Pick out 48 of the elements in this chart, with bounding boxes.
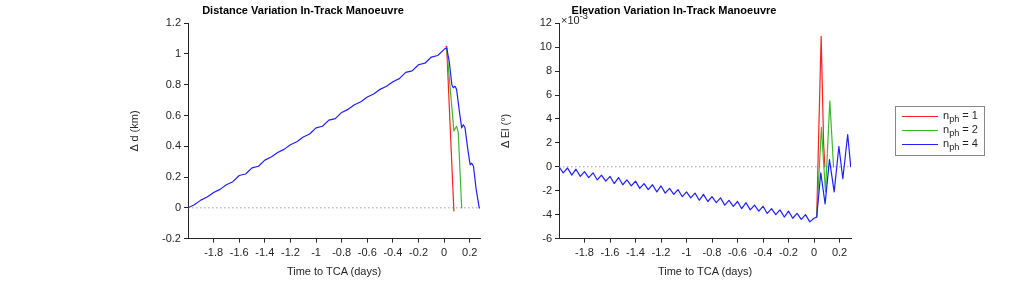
- y-tick-label: 12: [539, 16, 552, 29]
- x-tick-label: -1.2: [280, 246, 300, 259]
- legend-label: n$_{ph}$ = 1: [943, 109, 978, 125]
- x-tick-label: 0.2: [831, 246, 848, 259]
- x-tick-label: -1: [681, 246, 692, 259]
- x-tick-label: -0.4: [753, 246, 773, 259]
- x-tick-label: -0.6: [728, 246, 747, 259]
- y-tick-label: -6: [542, 231, 552, 244]
- x-tick-label: -1.6: [600, 246, 620, 259]
- y-tick-label: 0: [545, 159, 552, 172]
- y-tick-label: 0.8: [165, 77, 181, 90]
- y-tick-label: 10: [539, 40, 552, 53]
- y-axis-title: Δ d (km): [127, 110, 140, 152]
- x-tick-label: -1.4: [255, 246, 275, 259]
- y-tick-label: 2: [545, 135, 552, 148]
- x-tick-label: 0.2: [462, 246, 478, 259]
- y-tick-label: 0.2: [165, 170, 181, 183]
- y-tick-label: -4: [542, 207, 552, 220]
- x-tick-label: -0.4: [383, 246, 403, 259]
- y-tick-label: 0.4: [165, 139, 181, 152]
- x-tick-label: 0: [441, 246, 448, 259]
- x-tick-label: -1.6: [229, 246, 249, 259]
- y-tick-label: -0.2: [162, 231, 181, 244]
- x-tick-label: -0.8: [702, 246, 722, 259]
- y-tick-label: 4: [545, 111, 552, 124]
- x-tick-label: -1: [311, 246, 321, 259]
- x-tick-label: -0.2: [779, 246, 798, 259]
- x-tick-label: -1.2: [651, 246, 671, 259]
- x-tick-label: -0.6: [357, 246, 377, 259]
- x-axis-title: Time to TCA (days): [286, 265, 382, 278]
- x-tick-label: -1.8: [575, 246, 594, 259]
- x-tick-label: -0.2: [409, 246, 429, 259]
- y-tick-label: 1: [174, 47, 181, 59]
- y-tick-label: 6: [545, 88, 552, 101]
- y-tick-label: 1.2: [165, 16, 181, 29]
- y-tick-label: 0.6: [165, 108, 181, 121]
- x-axis-title: Time to TCA (days): [657, 265, 753, 278]
- legend-label: n$_{ph}$ = 2: [943, 123, 978, 139]
- x-tick-label: -1.4: [626, 246, 645, 259]
- y-tick-label: -2: [542, 183, 552, 196]
- x-tick-label: -1.8: [204, 246, 224, 259]
- x-tick-label: -0.8: [332, 246, 352, 259]
- y-tick-label: 8: [545, 64, 552, 77]
- legend-label: n$_{ph}$ = 4: [943, 137, 978, 153]
- x-tick-label: 0: [810, 246, 818, 259]
- y-axis-title: Δ El (°): [498, 113, 511, 149]
- y-tick-label: 0: [174, 200, 181, 213]
- chart-title: Distance Variation In-Track Manoeuvre: [202, 3, 404, 16]
